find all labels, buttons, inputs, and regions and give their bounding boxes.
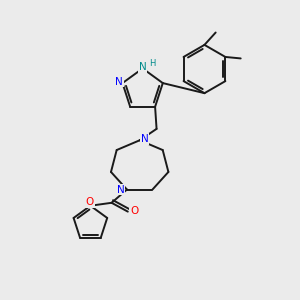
Text: H: H (149, 58, 155, 68)
Text: N: N (141, 134, 148, 144)
Text: O: O (130, 206, 138, 216)
Text: N: N (139, 62, 146, 72)
Text: O: O (86, 197, 94, 207)
Text: N: N (117, 184, 124, 194)
Text: N: N (115, 76, 123, 87)
